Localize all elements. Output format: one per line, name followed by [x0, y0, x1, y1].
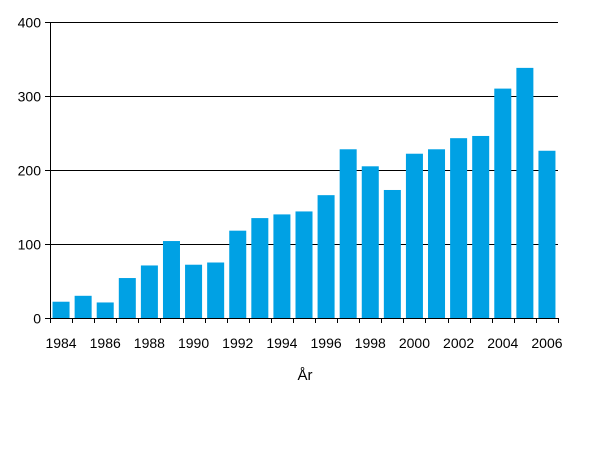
y-tick-label: 100 — [18, 237, 42, 253]
bar-1989 — [162, 241, 180, 318]
bar-1993 — [251, 218, 269, 318]
bar-2005 — [516, 67, 534, 318]
bar-2001 — [428, 149, 446, 318]
bar-1988 — [140, 265, 158, 318]
x-tick-label: 2004 — [487, 335, 518, 351]
bar-1999 — [383, 189, 401, 318]
bar-1997 — [339, 149, 357, 318]
y-tick-label: 300 — [18, 89, 42, 105]
y-tick-label: 200 — [18, 163, 42, 179]
y-tick-labels: 0 100 200 300 400 — [18, 15, 42, 327]
bar-1992 — [229, 230, 247, 318]
bar-2002 — [450, 138, 468, 318]
x-tick-labels: 1984 1986 1988 1990 1992 1994 1996 1998 2000 2002… — [45, 335, 562, 351]
x-tick-label: 1986 — [90, 335, 121, 351]
bars — [52, 67, 556, 318]
x-tick-label: 1994 — [266, 335, 297, 351]
x-tick-label: 2002 — [443, 335, 474, 351]
axes — [45, 22, 559, 323]
x-tick-label: 1988 — [134, 335, 165, 351]
bar-1994 — [273, 214, 291, 318]
bar-2004 — [494, 88, 512, 318]
bar-2003 — [472, 135, 490, 318]
bar-2006 — [538, 150, 556, 318]
bar-1995 — [295, 211, 313, 318]
bar-1987 — [118, 278, 136, 318]
bar-1991 — [207, 262, 225, 318]
x-tick-label: 1996 — [311, 335, 342, 351]
x-tick-label: 1984 — [45, 335, 76, 351]
bar-1985 — [74, 295, 92, 318]
bar-1996 — [317, 195, 335, 318]
x-tick-label: 1990 — [178, 335, 209, 351]
x-tick-label: 1992 — [222, 335, 253, 351]
bar-1984 — [52, 301, 70, 318]
y-tick-label: 0 — [33, 311, 41, 327]
x-tick-label: 2000 — [399, 335, 430, 351]
x-axis-title: År — [298, 367, 313, 384]
bar-1990 — [185, 264, 203, 318]
bar-1998 — [361, 166, 379, 318]
x-tick-label: 1998 — [355, 335, 386, 351]
bar-1986 — [96, 302, 114, 318]
x-tick-label: 2006 — [531, 335, 562, 351]
bar-2000 — [405, 153, 423, 318]
y-tick-label: 400 — [18, 15, 42, 31]
